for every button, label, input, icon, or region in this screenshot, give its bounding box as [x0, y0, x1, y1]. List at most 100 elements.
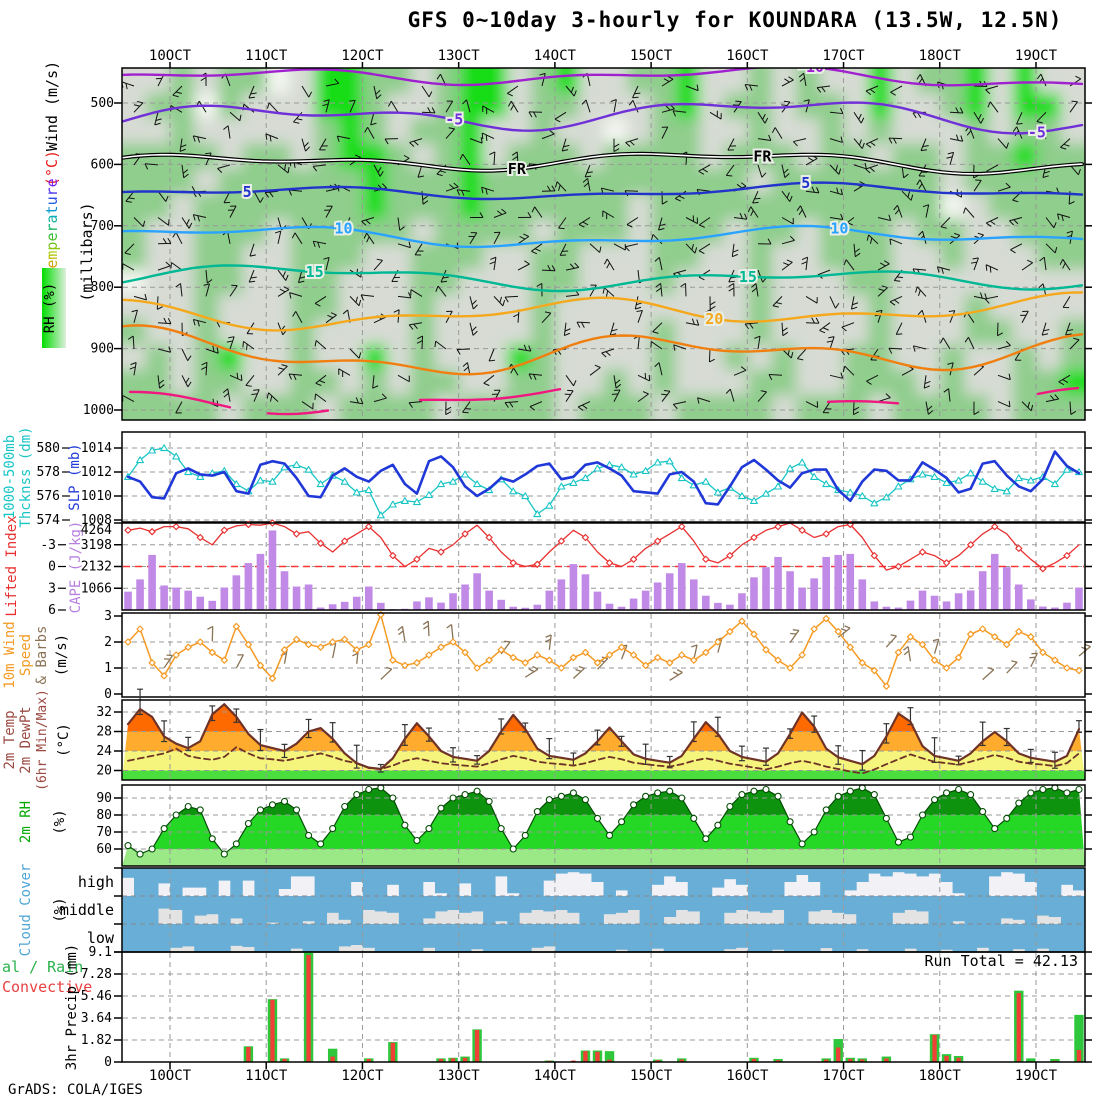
barb-feather — [372, 385, 379, 389]
rh-cell — [747, 294, 773, 320]
wind-barb — [370, 112, 375, 125]
wind-barb — [949, 152, 955, 166]
wind-barb — [493, 151, 496, 165]
wind-barb — [609, 322, 615, 336]
wind-barb — [613, 375, 617, 389]
cloud-bar — [820, 868, 833, 896]
cape-bar — [196, 596, 205, 610]
thickness-marker — [1014, 474, 1023, 482]
barb-feather — [511, 151, 518, 156]
marker-diamond — [256, 661, 265, 669]
marker-diamond — [810, 625, 818, 633]
barb-feather — [764, 117, 769, 124]
rh-cell — [386, 319, 412, 346]
rh-marker — [750, 787, 758, 795]
thickness-marker — [569, 479, 578, 486]
wind-barb — [349, 401, 363, 405]
barb-feather — [744, 213, 748, 220]
thickness-marker — [449, 477, 457, 485]
convective-precip-bar — [583, 1051, 588, 1062]
cloud-bar — [218, 896, 231, 924]
barb-feather — [903, 645, 909, 651]
cloud-bar — [278, 896, 291, 924]
thickness-marker — [268, 477, 277, 485]
barb-feather — [583, 182, 589, 188]
barb-feather — [575, 668, 582, 672]
rh-cell — [1036, 394, 1062, 420]
rh-cell — [194, 420, 219, 446]
marker-diamond — [557, 537, 565, 545]
wind10m-label-2: Speed — [18, 634, 34, 676]
rh-cell — [459, 344, 484, 371]
wind-barb — [325, 82, 339, 87]
marker-diamond — [196, 638, 204, 646]
convective-precip-bar — [848, 1058, 853, 1062]
barb-feather — [281, 364, 288, 367]
rh-cell — [459, 319, 484, 346]
barb-feather — [381, 393, 387, 399]
wind-barb — [587, 178, 591, 192]
wind-barb — [421, 85, 430, 98]
barb-feather — [379, 170, 384, 177]
wind-barb — [877, 287, 888, 297]
wind-barb — [997, 138, 1007, 149]
rh-cell — [1060, 269, 1085, 295]
barb-feather — [431, 107, 436, 114]
barb-feather — [291, 232, 296, 239]
marker-diamond — [1015, 544, 1023, 552]
cloud-bar — [868, 896, 881, 924]
cloud-bar — [555, 924, 568, 952]
rh-cell — [699, 244, 725, 270]
wind-barb — [397, 295, 411, 299]
cape-bar — [990, 553, 999, 610]
barb-feather — [698, 276, 705, 281]
barb-feather — [1042, 175, 1049, 179]
wind-barb — [805, 190, 819, 194]
barb-feather — [499, 296, 503, 303]
barb-feather — [783, 100, 790, 103]
barb-feather — [125, 200, 132, 203]
cloud-bar — [326, 896, 340, 913]
barb-feather — [843, 224, 850, 229]
wind-barb — [301, 138, 306, 152]
barb-feather — [665, 105, 671, 111]
barb-feather — [1043, 170, 1050, 174]
cloud-bar — [591, 924, 604, 952]
barb-feather — [200, 77, 207, 81]
wind-barb — [968, 337, 975, 350]
rh-cell — [940, 93, 966, 119]
cloud-bar — [1024, 924, 1038, 952]
barb-feather — [853, 406, 860, 411]
thickness-marker — [629, 470, 638, 478]
rh-marker — [1075, 785, 1083, 794]
wind-barb — [916, 286, 927, 297]
barb-feather — [903, 650, 910, 656]
thickness-marker — [557, 482, 566, 490]
cape-bar — [617, 606, 626, 610]
rh-cell — [291, 420, 316, 446]
cape-bar — [714, 602, 722, 610]
marker-diamond — [714, 638, 722, 646]
wind-barb — [175, 232, 183, 245]
thickness-marker — [882, 493, 891, 501]
wind-barb — [1043, 257, 1047, 271]
barb-feather — [330, 312, 337, 316]
wind-barb — [772, 296, 783, 307]
thickness-marker — [400, 497, 409, 504]
barb-feather — [790, 632, 797, 635]
barb-feather — [274, 230, 281, 234]
thickness-label-2: Thcknss (dm) — [18, 426, 34, 527]
barb-feather — [248, 96, 255, 99]
cloud-bar — [230, 868, 243, 896]
barb-feather — [264, 192, 270, 198]
cloud-bar — [495, 924, 508, 952]
thickness-tick-label: 574 — [37, 513, 61, 528]
barb-feather — [959, 107, 964, 114]
cloud-bar — [434, 924, 448, 952]
rh-cell — [627, 68, 653, 94]
barb-feather — [314, 393, 317, 400]
barb-feather — [175, 91, 182, 95]
temperature-label: Temperature — [43, 178, 61, 277]
marker-diamond — [918, 641, 927, 649]
precip-tick-label: 0 — [104, 1055, 112, 1070]
